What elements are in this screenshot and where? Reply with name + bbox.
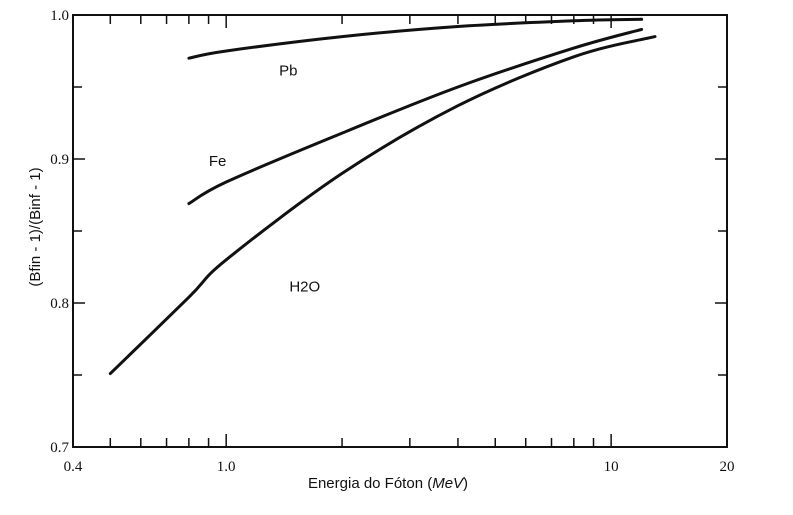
series-line-h2o — [108, 35, 657, 376]
y-axis-title: (Bfin - 1)/(Binf - 1) — [27, 167, 44, 286]
series-line-fe — [187, 27, 644, 206]
x-axis-title: Energia do Fóton (MeV) — [308, 475, 468, 492]
x-axis-title-suffix: ) — [463, 475, 468, 492]
x-tick-label: 20 — [720, 459, 735, 475]
y-tick-label: 0.9 — [50, 152, 69, 168]
y-axis-tick-labels: 0.7 0.8 0.9 1.0 — [50, 8, 69, 456]
series-label-fe: Fe — [209, 153, 227, 170]
y-tick-label: 0.7 — [50, 440, 69, 456]
plot-frame — [72, 14, 728, 448]
series-label-pb: Pb — [279, 62, 297, 79]
series-lines — [108, 17, 657, 376]
series-label-h2o: H2O — [289, 278, 320, 295]
y-tick-label: 1.0 — [50, 8, 69, 24]
series-line-pb — [187, 17, 644, 60]
x-tick-label: 10 — [604, 459, 619, 475]
x-axis-title-unit: MeV — [432, 475, 465, 492]
y-tick-label: 0.8 — [50, 296, 69, 312]
x-axis-title-prefix: Energia do Fóton ( — [308, 475, 432, 492]
x-axis-ticks — [72, 15, 728, 447]
series-labels: Pb Fe H2O — [209, 62, 320, 295]
y-axis-ticks — [73, 14, 727, 448]
x-axis-tick-labels: 0.4 1.0 10 20 — [64, 459, 735, 475]
x-tick-label: 1.0 — [217, 459, 236, 475]
x-tick-label: 0.4 — [64, 459, 83, 475]
